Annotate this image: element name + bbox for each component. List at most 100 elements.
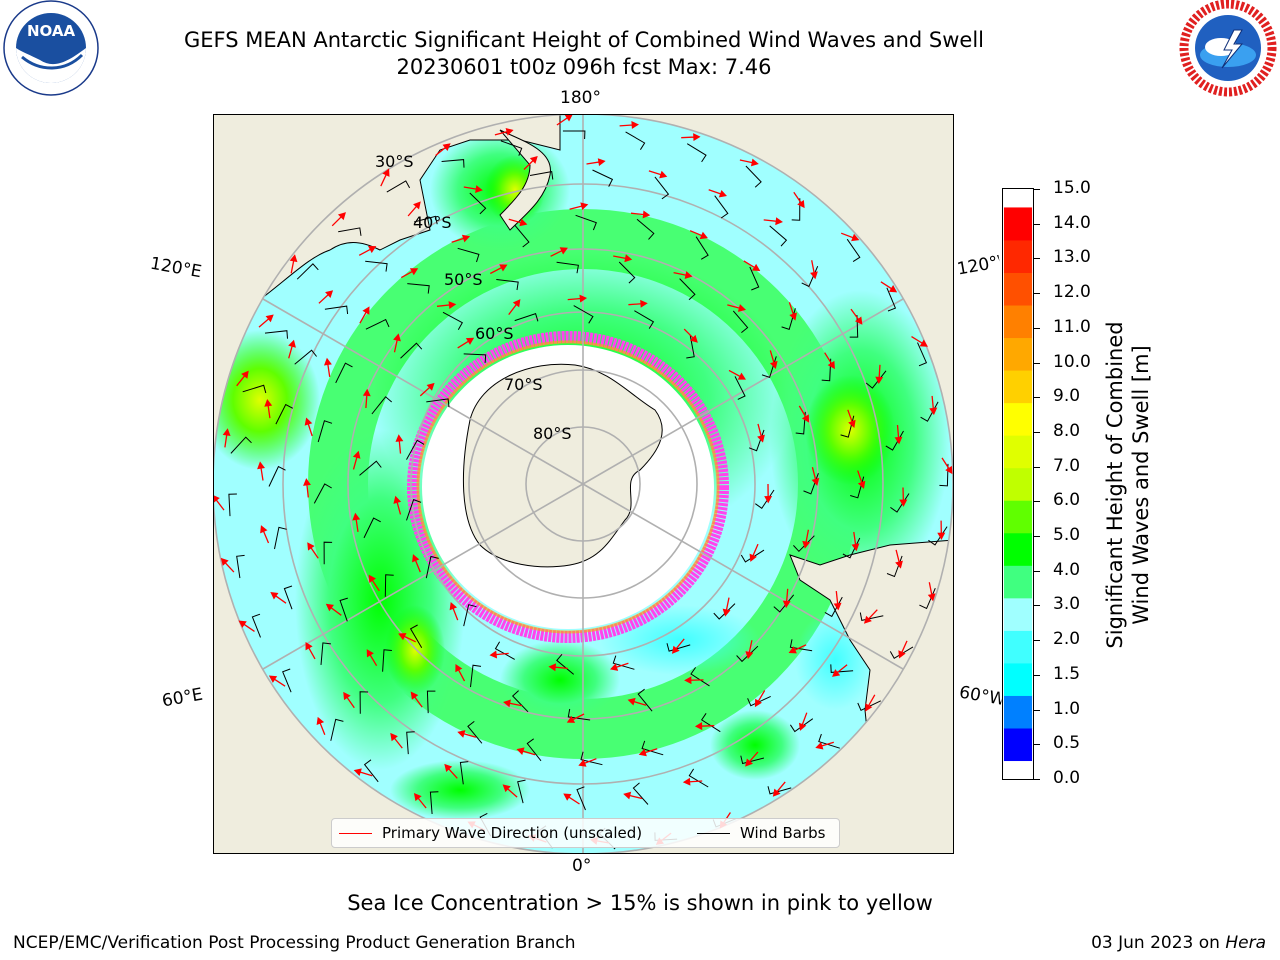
wave-direction-arrow <box>352 450 361 470</box>
wind-barb <box>294 349 317 365</box>
wind-barb <box>268 465 286 487</box>
sea-ice-edge <box>407 331 729 643</box>
wind-barb <box>459 761 469 785</box>
wave-direction-arrow <box>556 114 573 126</box>
colorbar-tickmark <box>1034 779 1040 780</box>
wind-barb <box>463 353 487 363</box>
wind-barb <box>296 263 319 280</box>
chart-subtitle: 20230601 t00z 096h fcst Max: 7.46 <box>396 55 772 79</box>
wind-barb <box>323 541 333 565</box>
antarctica-land <box>462 363 663 568</box>
lon-label-120e: 120°E <box>148 253 204 283</box>
colorbar-tickmark <box>1034 744 1040 746</box>
colorbar-band <box>1003 467 1033 501</box>
legend-wind-swatch <box>697 833 730 834</box>
colorbar-tick-label: 8.0 <box>1053 420 1081 441</box>
wave-direction-arrow <box>393 333 401 353</box>
lat-label-70s: 70°S <box>504 375 543 394</box>
wave-direction-arrow <box>749 543 759 562</box>
wind-barb <box>745 165 762 188</box>
lon-label-120w: 120°W <box>955 252 1002 280</box>
lon-label-180: 180° <box>560 88 601 108</box>
vector-layer <box>213 114 953 850</box>
colorbar-band <box>1003 532 1033 566</box>
wave-direction-arrow <box>566 713 585 723</box>
colorbar-tickmark <box>1034 293 1040 295</box>
colorbar-tickmark <box>1034 189 1040 190</box>
colorbar-band <box>1003 565 1033 599</box>
colorbar-label-line2: Wind Waves and Swell [m] <box>1129 345 1153 625</box>
colorbar-tick-label: 9.0 <box>1053 386 1081 407</box>
wave-direction-arrow <box>222 428 231 448</box>
wind-barb <box>632 782 649 805</box>
colorbar-band <box>1003 305 1033 339</box>
wind-barb <box>409 624 423 649</box>
wave-direction-arrow <box>305 642 316 660</box>
wave-direction-arrow <box>563 793 580 805</box>
wind-barb <box>641 740 664 756</box>
wind-barb <box>338 227 362 236</box>
wind-barb <box>228 493 237 517</box>
colorbar-band <box>1003 500 1033 534</box>
wave-direction-arrow <box>613 254 633 263</box>
wave-direction-arrow <box>419 382 435 397</box>
wave-direction-arrow <box>788 644 807 654</box>
wave-direction-arrow <box>811 467 820 486</box>
wave-direction-arrow <box>619 121 639 129</box>
wave-direction-arrow <box>324 357 332 377</box>
colorbar-band <box>1003 695 1033 729</box>
wave-direction-arrow <box>455 664 466 682</box>
wave-direction-arrow <box>353 768 373 777</box>
wind-barb <box>517 779 526 804</box>
wave-direction-arrow <box>941 457 953 475</box>
wind-barb <box>634 310 655 329</box>
colorbar-tick-label: 4.0 <box>1053 559 1081 580</box>
wave-direction-arrow <box>743 260 761 272</box>
wind-barb <box>274 526 287 550</box>
wind-barb <box>654 176 670 200</box>
wave-direction-arrow <box>457 337 475 349</box>
colorbar-tick-label: 0.5 <box>1053 733 1081 754</box>
wave-direction-arrow <box>708 189 727 198</box>
wind-barb <box>865 370 887 389</box>
wave-direction-arrow <box>857 470 866 489</box>
lat-label-40s: 40°S <box>413 213 452 232</box>
wave-direction-arrow <box>331 212 346 227</box>
wind-barb <box>382 649 392 672</box>
wind-barb <box>313 483 332 504</box>
wind-barb <box>556 261 579 274</box>
wind-barb <box>406 498 422 521</box>
wave-direction-arrow <box>407 201 421 217</box>
wave-direction-arrow <box>810 260 818 280</box>
sea-ice-inner <box>416 340 720 634</box>
wind-barb <box>857 700 882 711</box>
wave-direction-arrow <box>316 716 326 736</box>
wave-direction-arrow <box>927 582 936 602</box>
colorbar-band <box>1003 239 1033 273</box>
wave-direction-arrow <box>739 158 759 167</box>
wave-direction-arrow <box>268 675 286 687</box>
wave-direction-arrow <box>824 352 835 370</box>
wind-barb <box>283 585 293 610</box>
wind-barb <box>363 759 379 783</box>
wind-barb <box>793 535 815 553</box>
wave-direction-arrow <box>578 758 597 767</box>
wind-barb <box>339 597 348 622</box>
wind-barb <box>690 667 710 687</box>
wave-direction-arrow <box>550 247 568 257</box>
wave-band-se <box>710 710 800 780</box>
wave-direction-arrow <box>671 638 685 654</box>
wind-barb <box>695 236 709 260</box>
wave-direction-arrow <box>745 751 759 767</box>
wave-direction-arrow <box>303 478 311 498</box>
colorbar-tickmark <box>1034 223 1040 225</box>
wave-direction-arrow <box>380 168 390 187</box>
wave-direction-arrow <box>490 264 508 275</box>
wave-direction-arrow <box>289 254 298 274</box>
wind-barb <box>511 690 529 713</box>
wind-barb <box>426 690 436 714</box>
wind-barb <box>386 180 411 193</box>
wind-barb <box>335 362 353 384</box>
wave-direction-arrow <box>683 328 698 343</box>
colorbar-tickmark <box>1034 501 1040 503</box>
